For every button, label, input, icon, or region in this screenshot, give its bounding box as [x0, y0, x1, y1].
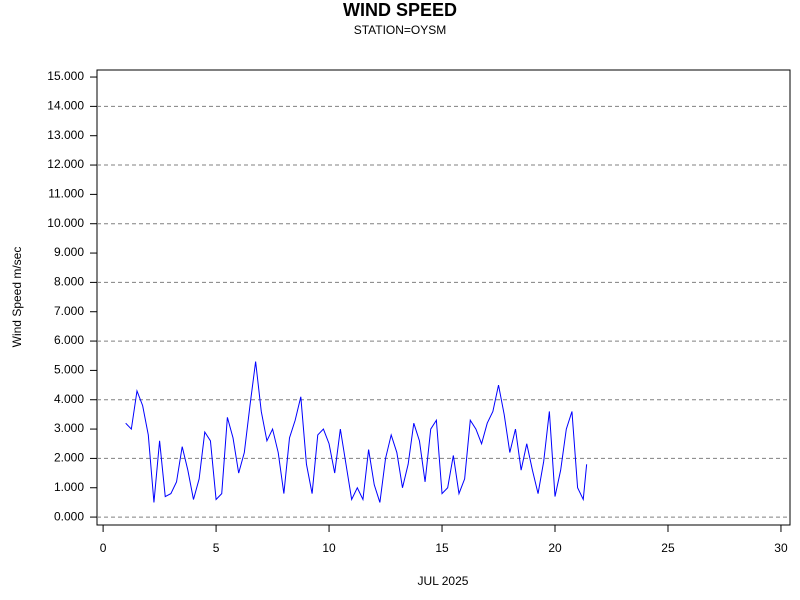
- y-tick-label: 15.000: [47, 69, 84, 83]
- chart-subtitle: STATION=OYSM: [354, 23, 447, 37]
- y-tick-label: 12.000: [47, 157, 84, 171]
- x-tick-label: 15: [435, 541, 449, 555]
- y-tick-label: 14.000: [47, 99, 84, 113]
- y-tick-label: 0.000: [54, 509, 84, 523]
- x-tick-label: 5: [213, 541, 220, 555]
- x-tick-label: 30: [774, 541, 788, 555]
- y-tick-label: 3.000: [54, 421, 84, 435]
- x-tick-label: 25: [661, 541, 675, 555]
- y-tick-label: 1.000: [54, 480, 84, 494]
- y-tick-label: 11.000: [48, 187, 84, 201]
- x-tick-label: 20: [548, 541, 562, 555]
- y-tick-label: 2.000: [54, 451, 84, 465]
- y-tick-label: 4.000: [54, 392, 84, 406]
- plot-frame: [96, 69, 791, 526]
- y-tick-label: 6.000: [54, 333, 84, 347]
- x-axis-label: JUL 2025: [418, 574, 469, 588]
- chart-title: WIND SPEED: [343, 0, 457, 20]
- y-tick-label: 7.000: [54, 304, 84, 318]
- y-axis-label: Wind Speed m/sec: [10, 247, 24, 348]
- y-tick-label: 5.000: [54, 363, 84, 377]
- y-tick-label: 9.000: [54, 245, 84, 259]
- y-tick-label: 8.000: [54, 275, 84, 289]
- y-tick-label: 10.000: [47, 216, 84, 230]
- y-tick-label: 13.000: [47, 128, 84, 142]
- x-tick-label: 10: [322, 541, 336, 555]
- data-line: [125, 361, 588, 503]
- x-tick-label: 0: [100, 541, 107, 555]
